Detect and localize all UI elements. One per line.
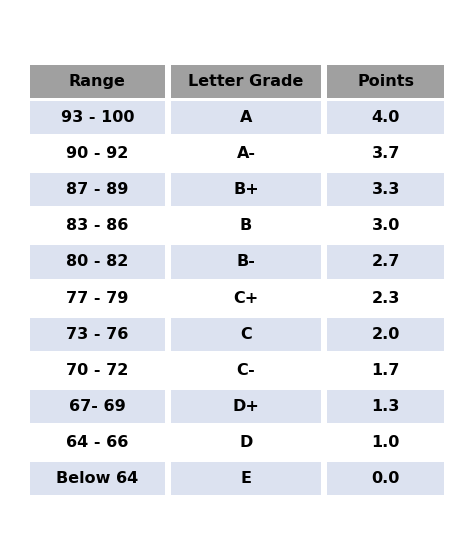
Bar (30, 426, 164, 459)
Text: 1.0: 1.0 (372, 435, 400, 450)
Bar (328, 317, 444, 351)
Bar (171, 245, 321, 279)
Text: 1.3: 1.3 (372, 399, 400, 414)
Text: Letter Grade: Letter Grade (188, 74, 304, 89)
Text: 80 - 82: 80 - 82 (66, 254, 128, 270)
Text: Points: Points (357, 74, 414, 89)
Bar (328, 426, 444, 459)
Text: D+: D+ (233, 399, 259, 414)
Bar (328, 462, 444, 495)
Text: 93 - 100: 93 - 100 (61, 110, 134, 125)
Text: A: A (240, 110, 252, 125)
Text: 1.7: 1.7 (372, 363, 400, 378)
Text: 3.7: 3.7 (372, 146, 400, 161)
Text: C+: C+ (233, 290, 259, 306)
Bar (171, 426, 321, 459)
Bar (171, 137, 321, 170)
Bar (171, 390, 321, 423)
Bar (328, 137, 444, 170)
Bar (171, 317, 321, 351)
Text: 2.7: 2.7 (372, 254, 400, 270)
Text: Below 64: Below 64 (56, 471, 138, 486)
Text: B+: B+ (233, 182, 259, 197)
Text: 77 - 79: 77 - 79 (66, 290, 128, 306)
Text: B-: B- (237, 254, 255, 270)
Text: 4.0: 4.0 (372, 110, 400, 125)
Text: 2.0: 2.0 (372, 327, 400, 342)
Bar (328, 281, 444, 315)
Text: 67- 69: 67- 69 (69, 399, 126, 414)
Bar (30, 317, 164, 351)
Text: E: E (240, 471, 252, 486)
Text: Range: Range (69, 74, 126, 89)
Bar (171, 101, 321, 134)
Text: 90 - 92: 90 - 92 (66, 146, 128, 161)
Text: 64 - 66: 64 - 66 (66, 435, 128, 450)
Bar (171, 209, 321, 243)
Text: C: C (240, 327, 252, 342)
Bar (328, 101, 444, 134)
Text: 3.3: 3.3 (372, 182, 400, 197)
Text: D: D (239, 435, 253, 450)
Bar (328, 354, 444, 387)
Text: 70 - 72: 70 - 72 (66, 363, 128, 378)
Bar (171, 65, 321, 98)
Bar (30, 462, 164, 495)
Bar (30, 354, 164, 387)
Text: 83 - 86: 83 - 86 (66, 218, 128, 233)
Bar (30, 245, 164, 279)
Bar (328, 245, 444, 279)
Text: 87 - 89: 87 - 89 (66, 182, 128, 197)
Text: 0.0: 0.0 (372, 471, 400, 486)
Bar (328, 209, 444, 243)
Bar (328, 173, 444, 206)
Text: 2.3: 2.3 (372, 290, 400, 306)
Bar (171, 354, 321, 387)
Bar (30, 101, 164, 134)
Bar (171, 281, 321, 315)
Bar (30, 137, 164, 170)
Bar (30, 390, 164, 423)
Bar (30, 209, 164, 243)
Bar (30, 281, 164, 315)
Bar (328, 390, 444, 423)
Bar (30, 65, 164, 98)
Text: B: B (240, 218, 252, 233)
Bar (328, 65, 444, 98)
Text: 3.0: 3.0 (372, 218, 400, 233)
Text: A-: A- (237, 146, 255, 161)
Text: 73 - 76: 73 - 76 (66, 327, 128, 342)
Bar (171, 173, 321, 206)
Bar (171, 462, 321, 495)
Text: C-: C- (237, 363, 255, 378)
Bar (30, 173, 164, 206)
